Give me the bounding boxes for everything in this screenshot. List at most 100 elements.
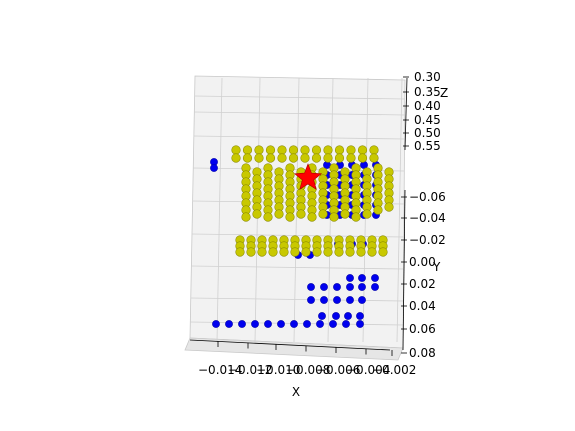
point-yellow [323, 153, 333, 163]
x-tick-label: −0.014 [198, 363, 242, 377]
series-star [293, 163, 323, 190]
point-yellow [241, 212, 251, 222]
point-blue [307, 296, 315, 304]
point-yellow [254, 145, 264, 155]
x-tick-label: −0.012 [228, 363, 272, 377]
y-axis-label: Y [432, 260, 441, 274]
x-tick-label: −0.008 [286, 363, 330, 377]
point-yellow [373, 205, 383, 215]
point-yellow [357, 153, 368, 163]
point-yellow [362, 209, 372, 219]
y-tick-label: −0.02 [409, 233, 446, 247]
point-star [293, 163, 323, 190]
point-yellow [307, 212, 317, 222]
point-yellow [285, 212, 295, 222]
point-blue [358, 274, 366, 282]
point-yellow [246, 247, 256, 257]
point-blue [225, 320, 233, 328]
point-blue [320, 296, 328, 304]
point-yellow [235, 247, 245, 257]
point-blue [358, 283, 366, 291]
grid-line-horizontal [194, 111, 405, 116]
grid-line-vertical [396, 77, 403, 343]
point-yellow [351, 212, 361, 222]
point-yellow [311, 145, 322, 155]
point-blue [333, 296, 341, 304]
y-axis-ticks: −0.06 −0.04 −0.02 0.00 0.02 0.04 0.06 0.08 [401, 190, 446, 360]
point-blue [320, 283, 328, 291]
y-axis-line [402, 189, 406, 351]
z-tick-label: 0.45 [414, 113, 441, 127]
z-tick-label: 0.30 [414, 70, 441, 84]
y-tick-label: 0.04 [409, 299, 436, 313]
point-yellow [254, 153, 264, 163]
point-yellow [318, 209, 328, 219]
point-blue [346, 296, 354, 304]
z-axis-label: Z [440, 86, 448, 100]
point-yellow [334, 145, 345, 155]
x-tick-label: −0.004 [346, 363, 390, 377]
point-blue [277, 320, 285, 328]
point-yellow [334, 247, 344, 257]
point-yellow [356, 247, 366, 257]
point-blue [251, 320, 259, 328]
point-yellow [329, 212, 339, 222]
point-yellow [300, 145, 310, 155]
point-yellow [312, 247, 322, 257]
point-yellow [252, 209, 262, 219]
chart-panes [184, 75, 406, 361]
point-yellow [242, 145, 253, 155]
y-tick-label: 0.00 [409, 255, 436, 269]
y-tick-label: 0.02 [409, 277, 436, 291]
point-yellow [346, 145, 356, 155]
point-yellow [277, 153, 287, 163]
point-blue [371, 274, 379, 282]
point-yellow [323, 247, 333, 257]
point-blue [316, 320, 324, 328]
floor-pane [184, 337, 404, 361]
point-blue [307, 283, 315, 291]
point-yellow [367, 247, 377, 257]
point-blue [333, 283, 341, 291]
point-blue [329, 320, 337, 328]
point-yellow [231, 153, 241, 163]
grid-line-vertical [293, 77, 300, 343]
point-yellow [311, 153, 322, 163]
x-axis-ticks: −0.014−0.012−0.010−0.008−0.006−0.004−0.0… [198, 341, 416, 377]
point-yellow [334, 153, 345, 163]
point-yellow [279, 247, 289, 257]
point-yellow [369, 153, 379, 163]
point-blue [371, 283, 379, 291]
z-tick-label: 0.50 [414, 126, 441, 140]
point-yellow [340, 209, 350, 219]
point-blue [342, 320, 350, 328]
point-blue [290, 320, 298, 328]
point-yellow [300, 153, 310, 163]
x-tick-label: −0.006 [316, 363, 360, 377]
point-yellow [274, 209, 284, 219]
point-blue [356, 320, 364, 328]
x-tick-label: −0.010 [256, 363, 300, 377]
point-yellow [323, 145, 333, 155]
point-blue [358, 296, 366, 304]
point-yellow [265, 153, 276, 163]
point-yellow [242, 153, 253, 163]
z-tick-label: 0.55 [414, 139, 441, 153]
z-axis-line [404, 77, 408, 151]
point-blue [264, 320, 272, 328]
point-blue [238, 320, 246, 328]
point-yellow [346, 153, 356, 163]
point-yellow [378, 247, 388, 257]
x-axis-line [189, 339, 391, 351]
point-blue [344, 312, 352, 320]
point-yellow [268, 247, 278, 257]
point-yellow [265, 145, 276, 155]
point-yellow [257, 247, 267, 257]
x-tick-label: −0.002 [372, 363, 416, 377]
point-blue [346, 274, 354, 282]
grid-line-horizontal [194, 95, 405, 100]
point-blue [346, 283, 354, 291]
point-blue [303, 320, 311, 328]
chart-grid [190, 77, 405, 343]
